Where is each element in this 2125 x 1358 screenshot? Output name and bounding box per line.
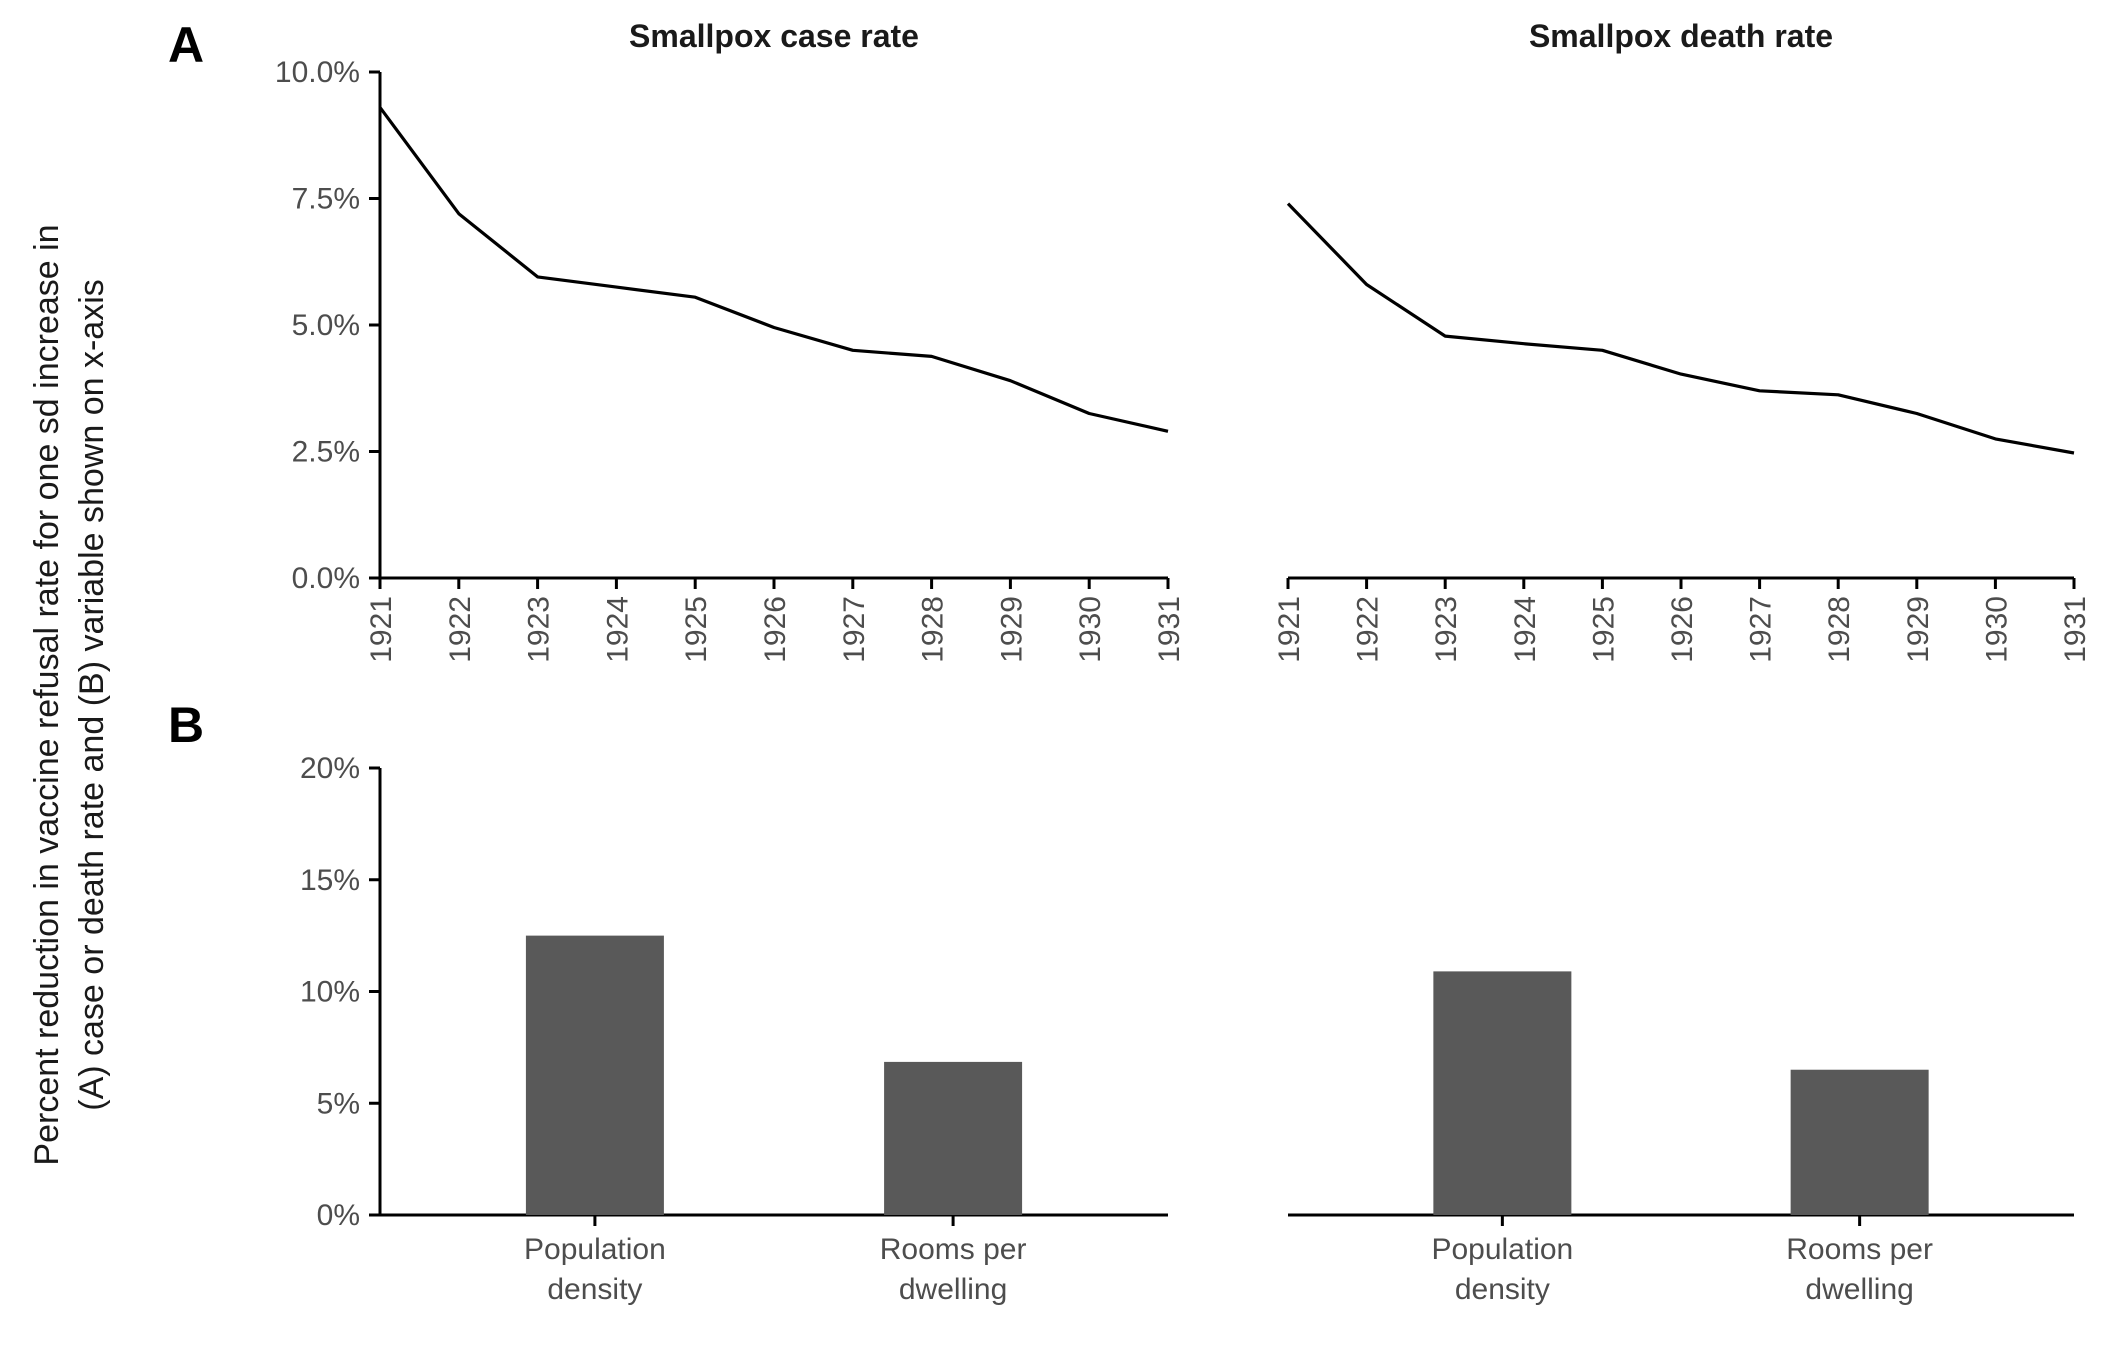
x-tick-label: 1927 <box>838 596 871 663</box>
x-tick-label: 1931 <box>2059 596 2092 663</box>
bar <box>884 1061 1023 1215</box>
y-tick-label: 5% <box>317 1087 360 1120</box>
x-tick-label: 1930 <box>1980 596 2013 663</box>
x-tick-label: 1923 <box>523 596 556 663</box>
y-tick-label: 10% <box>300 976 360 1009</box>
x-tick-label: Rooms per <box>1786 1233 1933 1266</box>
facet-title: Smallpox case rate <box>629 18 919 54</box>
panel-a-case-rate-chart: Smallpox case rate 1921 1922 1923 1924 1925 19… <box>275 18 1186 663</box>
y-tick-label: 10.0% <box>275 56 360 89</box>
x-tick-label: Population <box>524 1233 666 1266</box>
bar <box>525 935 664 1215</box>
x-tick-label: density <box>1455 1273 1550 1306</box>
panel-b-death-rate-chart: Population density Rooms per dwelling <box>1288 971 2074 1306</box>
x-tick-label: 1924 <box>601 596 634 663</box>
x-tick-label: 1925 <box>1587 596 1620 663</box>
panel-b-case-rate-chart: 0% 5% 10% 15% 20% Population density Rooms per d… <box>300 752 1168 1306</box>
x-tick-label: 1924 <box>1509 596 1542 663</box>
x-tick-label: 1929 <box>1902 596 1935 663</box>
x-tick-label: 1926 <box>759 596 792 663</box>
y-tick-label: 0.0% <box>292 562 360 595</box>
x-tick-label: 1922 <box>1352 596 1385 663</box>
x-tick-label: dwelling <box>899 1273 1007 1306</box>
x-tick-label: 1921 <box>1273 596 1306 663</box>
y-axis-label-line-1: Percent reduction in vaccine refusal rat… <box>28 224 66 1165</box>
panel-label-a: A <box>168 17 204 73</box>
x-tick-label: 1921 <box>365 596 398 663</box>
x-tick-label: 1926 <box>1666 596 1699 663</box>
y-tick-label: 2.5% <box>292 436 360 469</box>
x-tick-label: 1928 <box>1823 596 1856 663</box>
x-tick-label: 1928 <box>917 596 950 663</box>
x-tick-label: 1927 <box>1745 596 1778 663</box>
y-tick-label: 5.0% <box>292 309 360 342</box>
x-tick-label: 1923 <box>1430 596 1463 663</box>
x-tick-label: 1931 <box>1153 596 1186 663</box>
x-tick-label: dwelling <box>1805 1273 1913 1306</box>
y-axis-label-line-2: (A) case or death rate and (B) variable … <box>73 279 111 1111</box>
series-line <box>1286 202 2075 455</box>
y-tick-label: 15% <box>300 864 360 897</box>
bar <box>1790 1069 1929 1215</box>
series-line <box>378 106 1169 433</box>
x-tick-label: 1922 <box>444 596 477 663</box>
y-tick-label: 0% <box>317 1199 360 1232</box>
panel-a-death-rate-chart: Smallpox death rate 1921 1922 1923 1924 1925 1… <box>1273 18 2092 663</box>
bar <box>1433 971 1572 1215</box>
x-tick-label: Population <box>1431 1233 1573 1266</box>
y-tick-label: 20% <box>300 752 360 785</box>
panel-label-b: B <box>168 697 204 753</box>
x-tick-label: Rooms per <box>880 1233 1027 1266</box>
facet-title: Smallpox death rate <box>1529 18 1833 54</box>
x-tick-label: density <box>547 1273 642 1306</box>
x-tick-label: 1929 <box>995 596 1028 663</box>
x-tick-label: 1925 <box>680 596 713 663</box>
x-tick-label: 1930 <box>1074 596 1107 663</box>
y-tick-label: 7.5% <box>292 183 360 216</box>
